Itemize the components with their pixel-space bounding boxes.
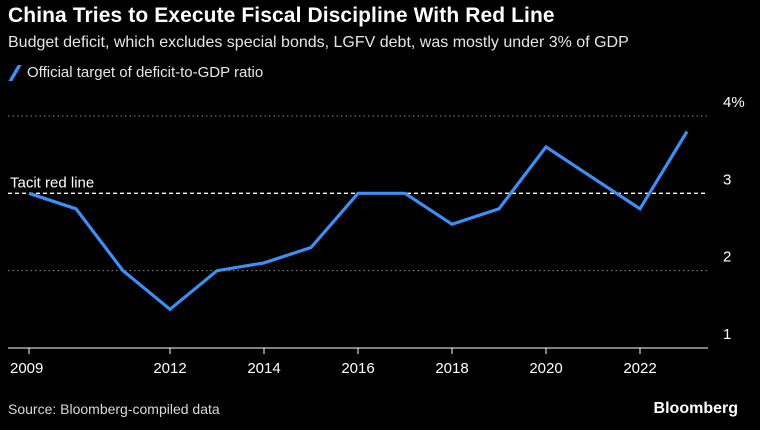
chart-title: China Tries to Execute Fiscal Discipline… — [8, 4, 555, 27]
brand-logo: Bloomberg — [653, 400, 738, 417]
x-tick-label: 2014 — [247, 360, 280, 377]
source-note: Source: Bloomberg-compiled data — [8, 401, 220, 417]
x-tick-label: 2012 — [153, 360, 186, 377]
x-tick-label: 2018 — [435, 360, 468, 377]
chart-subtitle: Budget deficit, which excludes special b… — [8, 34, 629, 51]
x-tick-label: 2016 — [341, 360, 374, 377]
x-tick-label: 2009 — [10, 360, 43, 377]
y-tick-label: 1 — [723, 326, 731, 343]
y-tick-label: 3 — [723, 171, 731, 188]
series-line — [28, 130, 689, 312]
x-tick-label: 2022 — [623, 360, 656, 377]
y-tick-label: 2 — [723, 249, 731, 266]
legend-label: Official target of deficit-to-GDP ratio — [27, 64, 264, 81]
x-tick-label: 2020 — [529, 360, 562, 377]
red-line-label: Tacit red line — [10, 174, 94, 191]
legend: Official target of deficit-to-GDP ratio — [8, 64, 263, 81]
y-tick-label: 4% — [723, 94, 745, 111]
